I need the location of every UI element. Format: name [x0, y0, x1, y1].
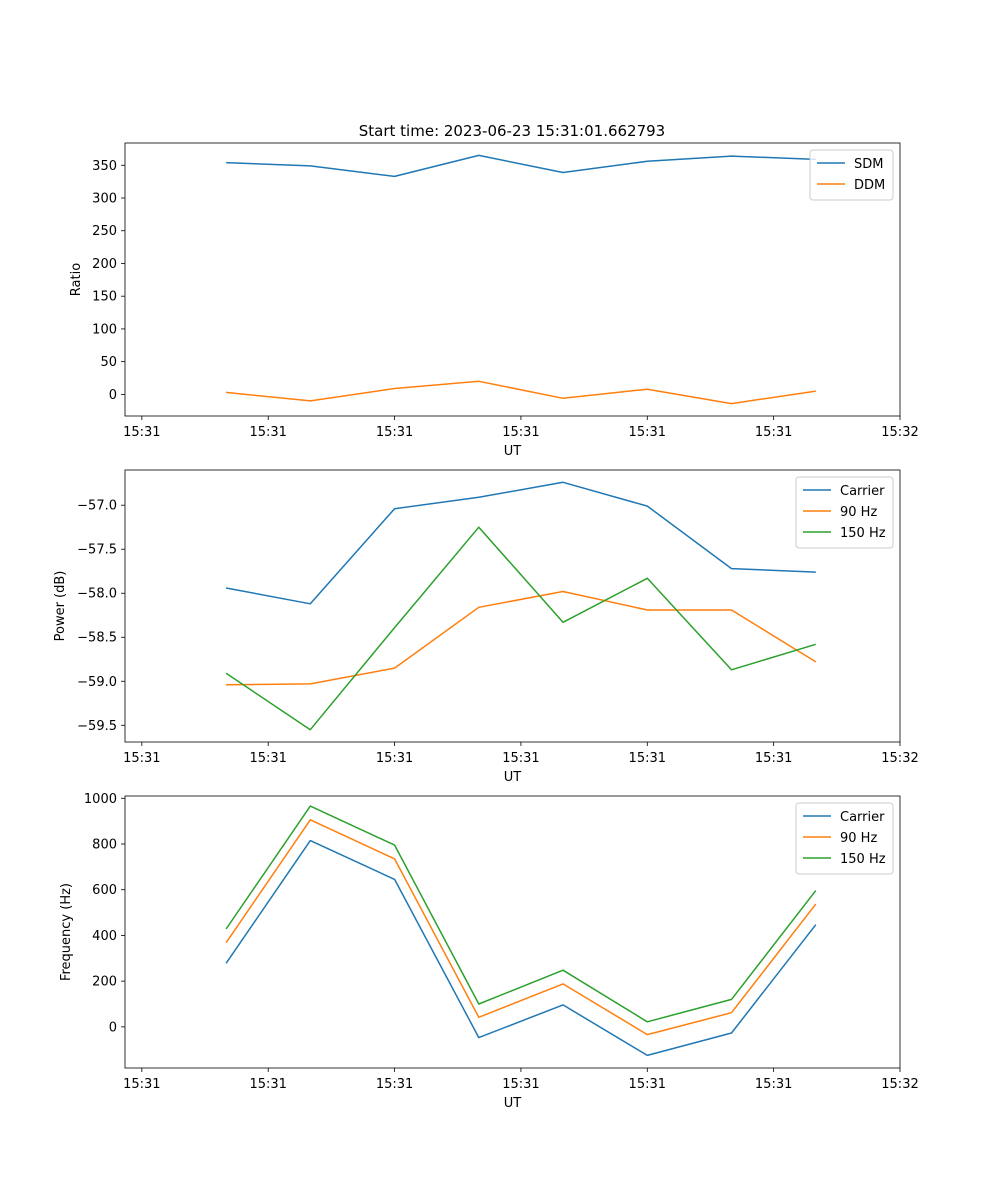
frequency-x-axis-label: UT	[504, 1096, 522, 1111]
power-legend-label: 150 Hz	[840, 526, 886, 541]
power-x-tick-label: 15:32	[881, 751, 918, 766]
frequency-y-tick-label: 400	[92, 929, 117, 944]
ratio-legend-label: DDM	[854, 178, 885, 193]
frequency-x-tick-label: 15:31	[123, 1077, 160, 1092]
frequency-legend-label: 90 Hz	[840, 831, 877, 846]
ratio-x-tick-label: 15:31	[376, 425, 413, 440]
frequency-y-tick-label: 200	[92, 975, 117, 990]
frequency-legend-label: Carrier	[840, 810, 885, 825]
frequency-panel: 15:31 15:31 15:31 15:31 15:31 15:31 15:32 0 200 4…	[59, 792, 919, 1111]
power-series-150-hz-line	[225, 526, 817, 731]
ratio-y-tick-label: 50	[100, 355, 117, 370]
frequency-x-tick-label: 15:31	[249, 1077, 286, 1092]
power-legend-label: 90 Hz	[840, 505, 877, 520]
frequency-axes-frame	[124, 795, 901, 1069]
figure-title: Start time: 2023-06-23 15:31:01.662793	[359, 122, 665, 140]
ratio-x-tick-label: 15:31	[249, 425, 286, 440]
frequency-series-90-hz-line	[225, 819, 817, 1036]
frequency-legend	[795, 802, 894, 875]
frequency-series-carrier-line	[225, 839, 817, 1057]
frequency-legend-label: 150 Hz	[840, 852, 886, 867]
frequency-y-axis-label: Frequency (Hz)	[59, 883, 74, 981]
ratio-y-tick-label: 350	[92, 159, 117, 174]
frequency-y-tick-label: 800	[92, 838, 117, 853]
frequency-x-tick-label: 15:31	[376, 1077, 413, 1092]
power-y-tick-label: −58.0	[77, 587, 117, 602]
power-series-carrier-line	[225, 481, 816, 605]
ratio-x-tick-label: 15:31	[755, 425, 792, 440]
ratio-y-tick-label: 150	[92, 290, 117, 305]
power-legend-label: Carrier	[840, 484, 885, 499]
ratio-y-tick-label: 200	[92, 257, 117, 272]
power-x-axis-label: UT	[504, 770, 522, 785]
ratio-x-axis-label: UT	[504, 444, 522, 459]
power-series-90-hz-line	[226, 590, 817, 686]
power-y-axis-label: Power (dB)	[53, 571, 68, 642]
power-x-tick-label: 15:31	[249, 751, 286, 766]
ratio-series-ddm-line	[226, 380, 816, 405]
frequency-y-tick-label: 1000	[84, 792, 117, 807]
ratio-x-tick-label: 15:32	[881, 425, 918, 440]
ratio-legend-label: SDM	[854, 157, 883, 172]
ratio-y-axis-label: Ratio	[69, 263, 84, 296]
power-y-tick-label: −59.5	[77, 719, 117, 734]
power-x-tick-label: 15:31	[502, 751, 539, 766]
frequency-x-tick-label: 15:31	[755, 1077, 792, 1092]
power-x-tick-label: 15:31	[123, 751, 160, 766]
ratio-x-tick-label: 15:31	[502, 425, 539, 440]
ratio-panel: 15:31 15:31 15:31 15:31 15:31 15:31 15:32 0 50 10…	[69, 142, 919, 459]
power-axes-frame	[124, 469, 901, 743]
frequency-x-tick-label: 15:31	[502, 1077, 539, 1092]
ratio-axes-frame	[124, 142, 901, 417]
power-y-tick-label: −57.5	[77, 543, 117, 558]
frequency-x-tick-label: 15:31	[629, 1077, 666, 1092]
ratio-x-tick-label: 15:31	[123, 425, 160, 440]
ratio-y-tick-label: 300	[92, 191, 117, 206]
power-y-tick-label: −59.0	[77, 675, 117, 690]
ratio-y-tick-label: 0	[109, 388, 117, 403]
ratio-y-tick-label: 100	[92, 322, 117, 337]
frequency-y-tick-label: 600	[92, 883, 117, 898]
power-x-tick-label: 15:31	[755, 751, 792, 766]
power-y-tick-label: −57.0	[77, 499, 117, 514]
power-y-tick-label: −58.5	[77, 631, 117, 646]
frequency-series-150-hz-line	[225, 805, 817, 1023]
frequency-y-tick-label: 0	[109, 1020, 117, 1035]
power-x-tick-label: 15:31	[376, 751, 413, 766]
ratio-series-sdm-line	[226, 154, 816, 178]
ratio-x-tick-label: 15:31	[629, 425, 666, 440]
ratio-y-tick-label: 250	[92, 224, 117, 239]
power-panel: 15:31 15:31 15:31 15:31 15:31 15:31 15:32 −59.5…	[53, 469, 919, 785]
power-x-tick-label: 15:31	[629, 751, 666, 766]
power-legend	[795, 476, 894, 549]
frequency-x-tick-label: 15:32	[881, 1077, 918, 1092]
